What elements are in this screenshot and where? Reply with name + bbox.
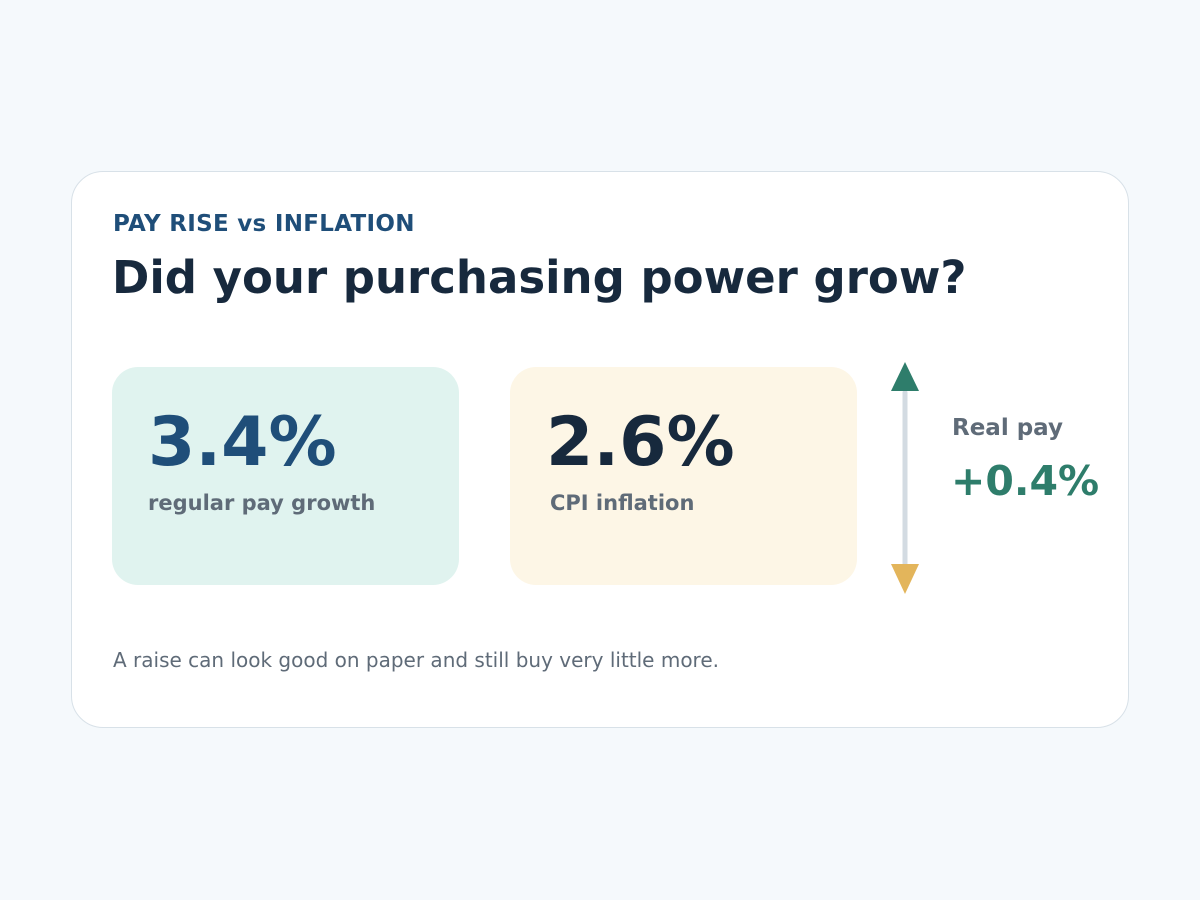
- inflation-stat: 2.6% CPI inflation: [510, 367, 857, 585]
- indicator-graphic: [891, 362, 919, 594]
- triangle-up-icon: [891, 362, 919, 391]
- pay-growth-stat: 3.4% regular pay growth: [112, 367, 459, 585]
- indicator-line: [902, 390, 908, 566]
- eyebrow-label: PAY RISE vs INFLATION: [113, 211, 415, 237]
- inflation-value: 2.6%: [546, 403, 735, 482]
- pay-growth-label: regular pay growth: [148, 491, 376, 515]
- real-pay-label: Real pay: [952, 415, 1063, 441]
- pay-growth-value: 3.4%: [148, 403, 337, 482]
- real-pay-value: +0.4%: [951, 457, 1100, 505]
- triangle-down-icon: [891, 564, 919, 594]
- inflation-label: CPI inflation: [550, 491, 695, 515]
- real-pay-indicator: [890, 362, 920, 594]
- footnote: A raise can look good on paper and still…: [113, 648, 720, 672]
- summary-card: PAY RISE vs INFLATION Did your purchasin…: [71, 171, 1129, 728]
- page-title: Did your purchasing power grow?: [112, 251, 967, 304]
